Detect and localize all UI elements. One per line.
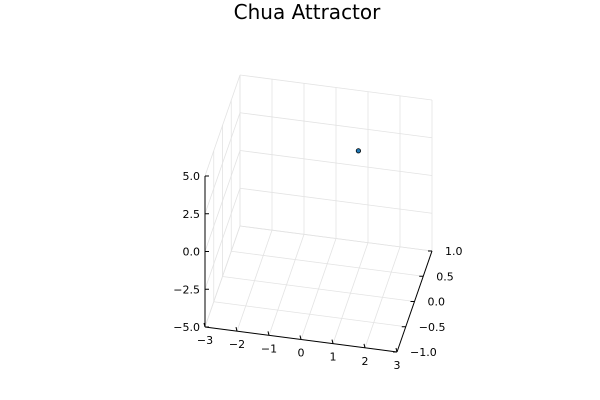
y-tick-label: −1.0 <box>410 346 437 359</box>
y-tick-label: 0.5 <box>436 270 454 283</box>
x-tick-mark <box>203 322 206 328</box>
tick-layer: −3 −2 −1 0 1 2 3 −1.0 −0.5 0.0 0.5 1.0 −5.0 −2.5 0.0 2.… <box>173 170 462 372</box>
y-tick-label: 0.0 <box>428 296 446 309</box>
data-point <box>355 148 361 154</box>
x-tick-mark <box>395 347 398 353</box>
z-tick-label: 5.0 <box>183 170 201 183</box>
x-tick-label: 0 <box>298 347 305 360</box>
z-tick-label: −2.5 <box>173 283 200 296</box>
x-tick-label: 3 <box>394 359 401 372</box>
x-tick-label: 2 <box>362 355 369 368</box>
grid-line <box>204 150 241 252</box>
z-tick-label: 2.5 <box>183 208 201 221</box>
grid-line <box>204 188 241 290</box>
grid-line <box>239 225 433 252</box>
grid-line <box>239 112 433 139</box>
x-tick-mark <box>235 327 238 332</box>
chart-title: Chua Attractor <box>234 0 381 24</box>
grid-line <box>204 112 241 214</box>
grid-line <box>204 74 241 177</box>
grid-line <box>213 301 406 328</box>
y-tick-label: −0.5 <box>419 321 446 334</box>
x-tick-mark <box>331 339 334 344</box>
grid-line <box>204 225 241 328</box>
data-points <box>355 148 361 154</box>
grid-line <box>222 276 415 302</box>
x-tick-label: −1 <box>261 342 277 355</box>
grid-line <box>239 74 433 101</box>
z-tick-label: −5.0 <box>173 321 200 334</box>
grid-layer <box>204 74 433 353</box>
x-tick-mark <box>267 331 270 336</box>
x-tick-label: −2 <box>229 338 245 351</box>
x-tick-mark <box>299 335 302 340</box>
x-tick-label: 1 <box>330 351 337 364</box>
y-tick-label: 1.0 <box>445 245 463 258</box>
z-tick-label: 0.0 <box>183 246 201 259</box>
grid-line <box>239 187 433 214</box>
x-tick-label: −3 <box>197 334 213 347</box>
x-tick-mark <box>363 343 366 348</box>
grid-line <box>231 250 424 277</box>
grid-line <box>239 150 433 176</box>
